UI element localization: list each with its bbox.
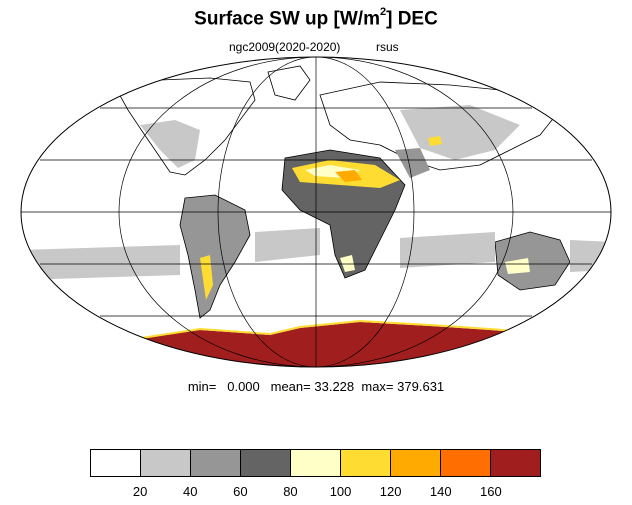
colorbar-tick-label: 20: [132, 484, 148, 499]
colorbar-tick-label: 80: [283, 484, 298, 499]
colorbar-tick-label: 120: [379, 484, 402, 499]
colorbar: [90, 449, 541, 477]
colorbar-tick-label: 160: [480, 484, 502, 499]
southern-ocean-band: [21, 245, 180, 280]
colorbar-segment: [441, 450, 491, 476]
colorbar-segment: [291, 450, 341, 476]
asia-gray: [400, 105, 520, 160]
colorbar-tick-label: 60: [233, 484, 248, 499]
colorbar-segment: [491, 450, 540, 476]
south-america-light: [200, 255, 213, 300]
subtitle-case: ngc2009(2020-2020): [229, 40, 341, 54]
colorbar-segment: [391, 450, 441, 476]
antarctica-region: [40, 322, 600, 367]
colorbar-segment: [241, 450, 291, 476]
tibet-yellow: [428, 136, 442, 146]
subtitle-variable: rsus: [376, 40, 399, 54]
southern-ocean-band-3: [400, 232, 495, 268]
south-america: [179, 194, 251, 319]
arabia-gray: [395, 148, 430, 178]
graticule: [21, 57, 611, 367]
globe-outline: [20, 56, 612, 368]
north-america-gray: [140, 120, 200, 168]
colorbar-tick-label: 100: [329, 484, 352, 499]
world-map: [20, 56, 612, 368]
australia-light: [505, 258, 530, 274]
kalahari-light: [340, 255, 355, 272]
southern-ocean-band-2: [255, 228, 320, 262]
colorbar-segment: [341, 450, 391, 476]
southern-ocean-band-4: [570, 240, 611, 272]
colorbar-tick-label: 140: [429, 484, 452, 499]
colorbar-tick-label: 40: [182, 484, 198, 499]
summary-stats: min= 0.000 mean= 33.228 max= 379.631: [187, 379, 445, 394]
greenland: [267, 65, 311, 101]
sahara-orange: [335, 170, 362, 182]
colorbar-segment: [91, 450, 141, 476]
australia: [494, 231, 571, 291]
colorbar-segment: [141, 450, 191, 476]
map-fill-layer: [21, 57, 611, 367]
map-title: Surface SW up [W/m2] DEC: [194, 6, 438, 30]
colorbar-segment: [191, 450, 241, 476]
